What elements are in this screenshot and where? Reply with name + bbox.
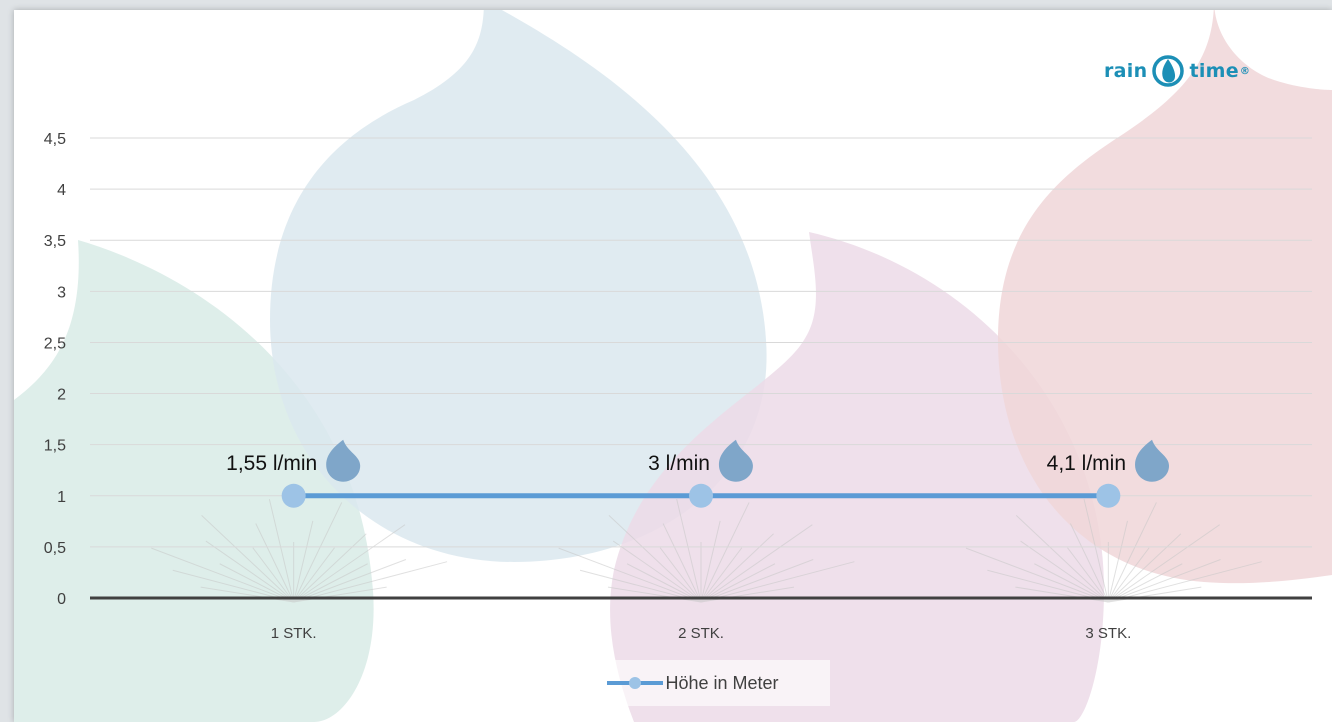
spray-ray <box>219 563 294 603</box>
spray-ray <box>700 520 721 603</box>
water-drop-icon <box>718 439 753 482</box>
spray-ray <box>255 523 295 603</box>
spray-ray <box>293 520 314 603</box>
spray-ray <box>1107 520 1128 603</box>
y-tick-label: 1,5 <box>44 438 66 455</box>
data-label: 1,55 l/min <box>226 452 317 475</box>
spray-ray <box>1108 524 1220 603</box>
y-tick-label: 3 <box>57 284 66 301</box>
legend-line-marker <box>607 677 664 689</box>
spray-ray <box>700 533 774 603</box>
spray-ray <box>252 547 295 603</box>
water-drop-icon <box>1135 439 1170 482</box>
chart-canvas: 00,511,522,533,544,5 1 STK. 2 STK. 3 STK. … <box>14 10 1332 722</box>
y-tick-label: 3,5 <box>44 233 66 250</box>
spray-ray <box>700 547 743 603</box>
y-tick-label: 0 <box>57 591 66 608</box>
data-point-marker <box>1096 483 1121 508</box>
spray-ray <box>1020 540 1109 603</box>
spray-ray <box>626 563 702 603</box>
spray-ray <box>293 502 343 603</box>
raintime-logo: rain time ® <box>1104 54 1250 88</box>
spray-ray <box>558 547 702 603</box>
y-tick-label: 0,5 <box>44 540 66 557</box>
spray-ray <box>1069 523 1109 603</box>
spray-ray <box>1083 499 1109 603</box>
drop-shape-blue <box>270 10 767 562</box>
spray-ray <box>662 523 702 603</box>
spray-ray <box>1108 563 1183 603</box>
x-tick-label: 1 STK. <box>271 625 317 642</box>
spray-ray <box>676 499 702 603</box>
spray-ray <box>700 559 814 603</box>
data-point-marker <box>281 483 306 508</box>
spray-ray <box>1107 502 1157 603</box>
x-tick-label: 2 STK. <box>678 625 724 642</box>
y-tick-label: 4 <box>57 182 66 199</box>
legend-label: Höhe in Meter <box>665 672 779 693</box>
spray-ray <box>1108 559 1221 603</box>
data-label: 4,1 l/min <box>1047 452 1126 475</box>
spray-ray <box>700 586 795 603</box>
spray-ray <box>268 499 295 603</box>
spray-ray <box>659 547 702 603</box>
spray-ray <box>700 502 750 603</box>
spray-ray <box>293 524 406 603</box>
spray-pattern-1 <box>151 499 448 603</box>
drop-shape-red <box>998 10 1332 584</box>
spray-ray <box>151 547 294 603</box>
series-hoehe <box>281 483 1121 508</box>
data-point-marker <box>689 483 713 508</box>
spray-ray <box>293 586 387 603</box>
spray-ray <box>1108 586 1202 603</box>
spray-ray <box>1034 563 1109 603</box>
spray-ray <box>200 586 294 603</box>
spray-ray <box>607 586 702 603</box>
spray-ray <box>612 540 702 603</box>
spray-ray <box>1107 547 1150 603</box>
spray-ray <box>1015 515 1109 603</box>
spray-ray <box>201 515 295 603</box>
legend: Höhe in Meter <box>556 660 830 706</box>
x-axis-tick-labels: 1 STK. 2 STK. 3 STK. <box>271 625 1132 642</box>
y-tick-label: 1 <box>57 489 66 506</box>
spray-ray <box>1067 547 1109 603</box>
spray-ray <box>293 559 407 603</box>
spray-ray <box>1015 586 1109 603</box>
y-tick-label: 2 <box>57 387 66 404</box>
spray-ray <box>293 547 335 603</box>
background-drops <box>14 10 1332 722</box>
spray-ray <box>1107 533 1182 603</box>
spray-pattern-2 <box>558 499 855 603</box>
spray-ray <box>965 547 1109 603</box>
y-tick-label: 4,5 <box>44 131 66 148</box>
drop-shape-teal <box>14 240 374 722</box>
y-axis-tick-labels: 0 0,5 1 1,5 2 2,5 3 3,5 4 4,5 <box>44 131 66 608</box>
spray-ray <box>700 563 776 603</box>
spray-ray <box>700 561 855 603</box>
logo-word-rain: rain <box>1104 60 1148 82</box>
spray-ray <box>293 561 448 603</box>
drop-ring-icon <box>1152 55 1185 87</box>
data-labels: 1,55 l/min 3 l/min 4,1 l/min <box>226 439 1170 482</box>
x-tick-label: 3 STK. <box>1085 625 1131 642</box>
spray-ray <box>1108 561 1262 603</box>
water-drop-icon <box>326 439 361 482</box>
logo-word-time: time <box>1189 60 1239 82</box>
spray-ray <box>293 563 368 603</box>
data-label: 3 l/min <box>648 452 710 475</box>
spray-ray <box>293 533 367 603</box>
spray-ray <box>205 540 294 603</box>
y-tick-label: 2,5 <box>44 335 66 352</box>
registered-mark: ® <box>1239 65 1251 77</box>
spray-ray <box>700 524 813 603</box>
spray-ray <box>608 515 702 603</box>
chart-frame: 0 0,5 1 1,5 2 2,5 3 3,5 4 4,5 1 STK. 2 STK. 3 STK. … <box>14 10 1332 722</box>
